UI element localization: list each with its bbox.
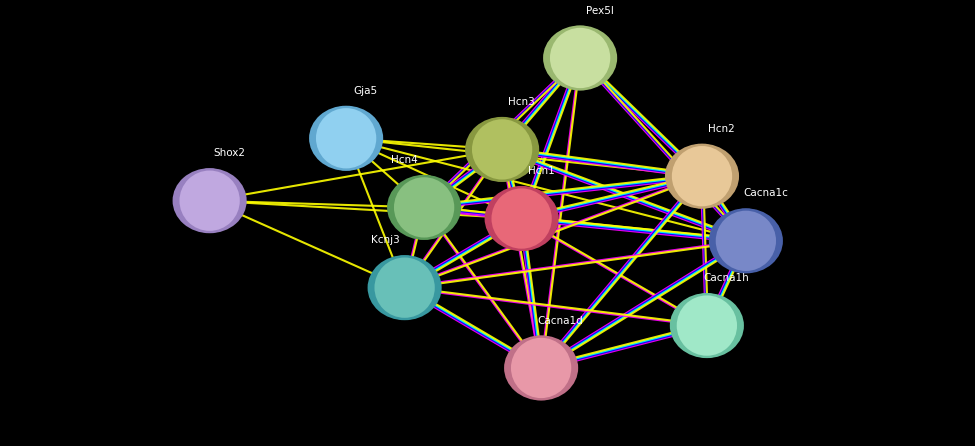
Ellipse shape — [178, 169, 241, 232]
Ellipse shape — [715, 210, 777, 272]
Ellipse shape — [504, 335, 578, 401]
Text: Hcn3: Hcn3 — [508, 97, 535, 107]
Ellipse shape — [665, 144, 739, 209]
Ellipse shape — [373, 256, 436, 319]
Ellipse shape — [315, 107, 377, 169]
Ellipse shape — [670, 293, 744, 358]
Ellipse shape — [471, 118, 533, 181]
Ellipse shape — [490, 187, 553, 250]
Ellipse shape — [709, 208, 783, 273]
Ellipse shape — [543, 25, 617, 91]
Ellipse shape — [510, 337, 572, 399]
Ellipse shape — [393, 176, 455, 239]
Text: Gja5: Gja5 — [354, 86, 377, 96]
Ellipse shape — [173, 168, 247, 233]
Text: Cacna1c: Cacna1c — [743, 189, 788, 198]
Ellipse shape — [387, 175, 461, 240]
Text: Shox2: Shox2 — [214, 149, 245, 158]
Ellipse shape — [368, 255, 442, 320]
Ellipse shape — [549, 27, 611, 89]
Ellipse shape — [485, 186, 559, 251]
Ellipse shape — [465, 117, 539, 182]
Text: Hcn4: Hcn4 — [391, 155, 418, 165]
Ellipse shape — [671, 145, 733, 207]
Text: Cacna1d: Cacna1d — [538, 316, 583, 326]
Ellipse shape — [309, 106, 383, 171]
Ellipse shape — [676, 294, 738, 357]
Text: Hcn2: Hcn2 — [708, 124, 735, 134]
Text: Kcnj3: Kcnj3 — [370, 235, 400, 245]
Text: Pex5l: Pex5l — [586, 6, 613, 16]
Text: Hcn1: Hcn1 — [527, 166, 555, 176]
Text: Cacna1h: Cacna1h — [704, 273, 749, 283]
